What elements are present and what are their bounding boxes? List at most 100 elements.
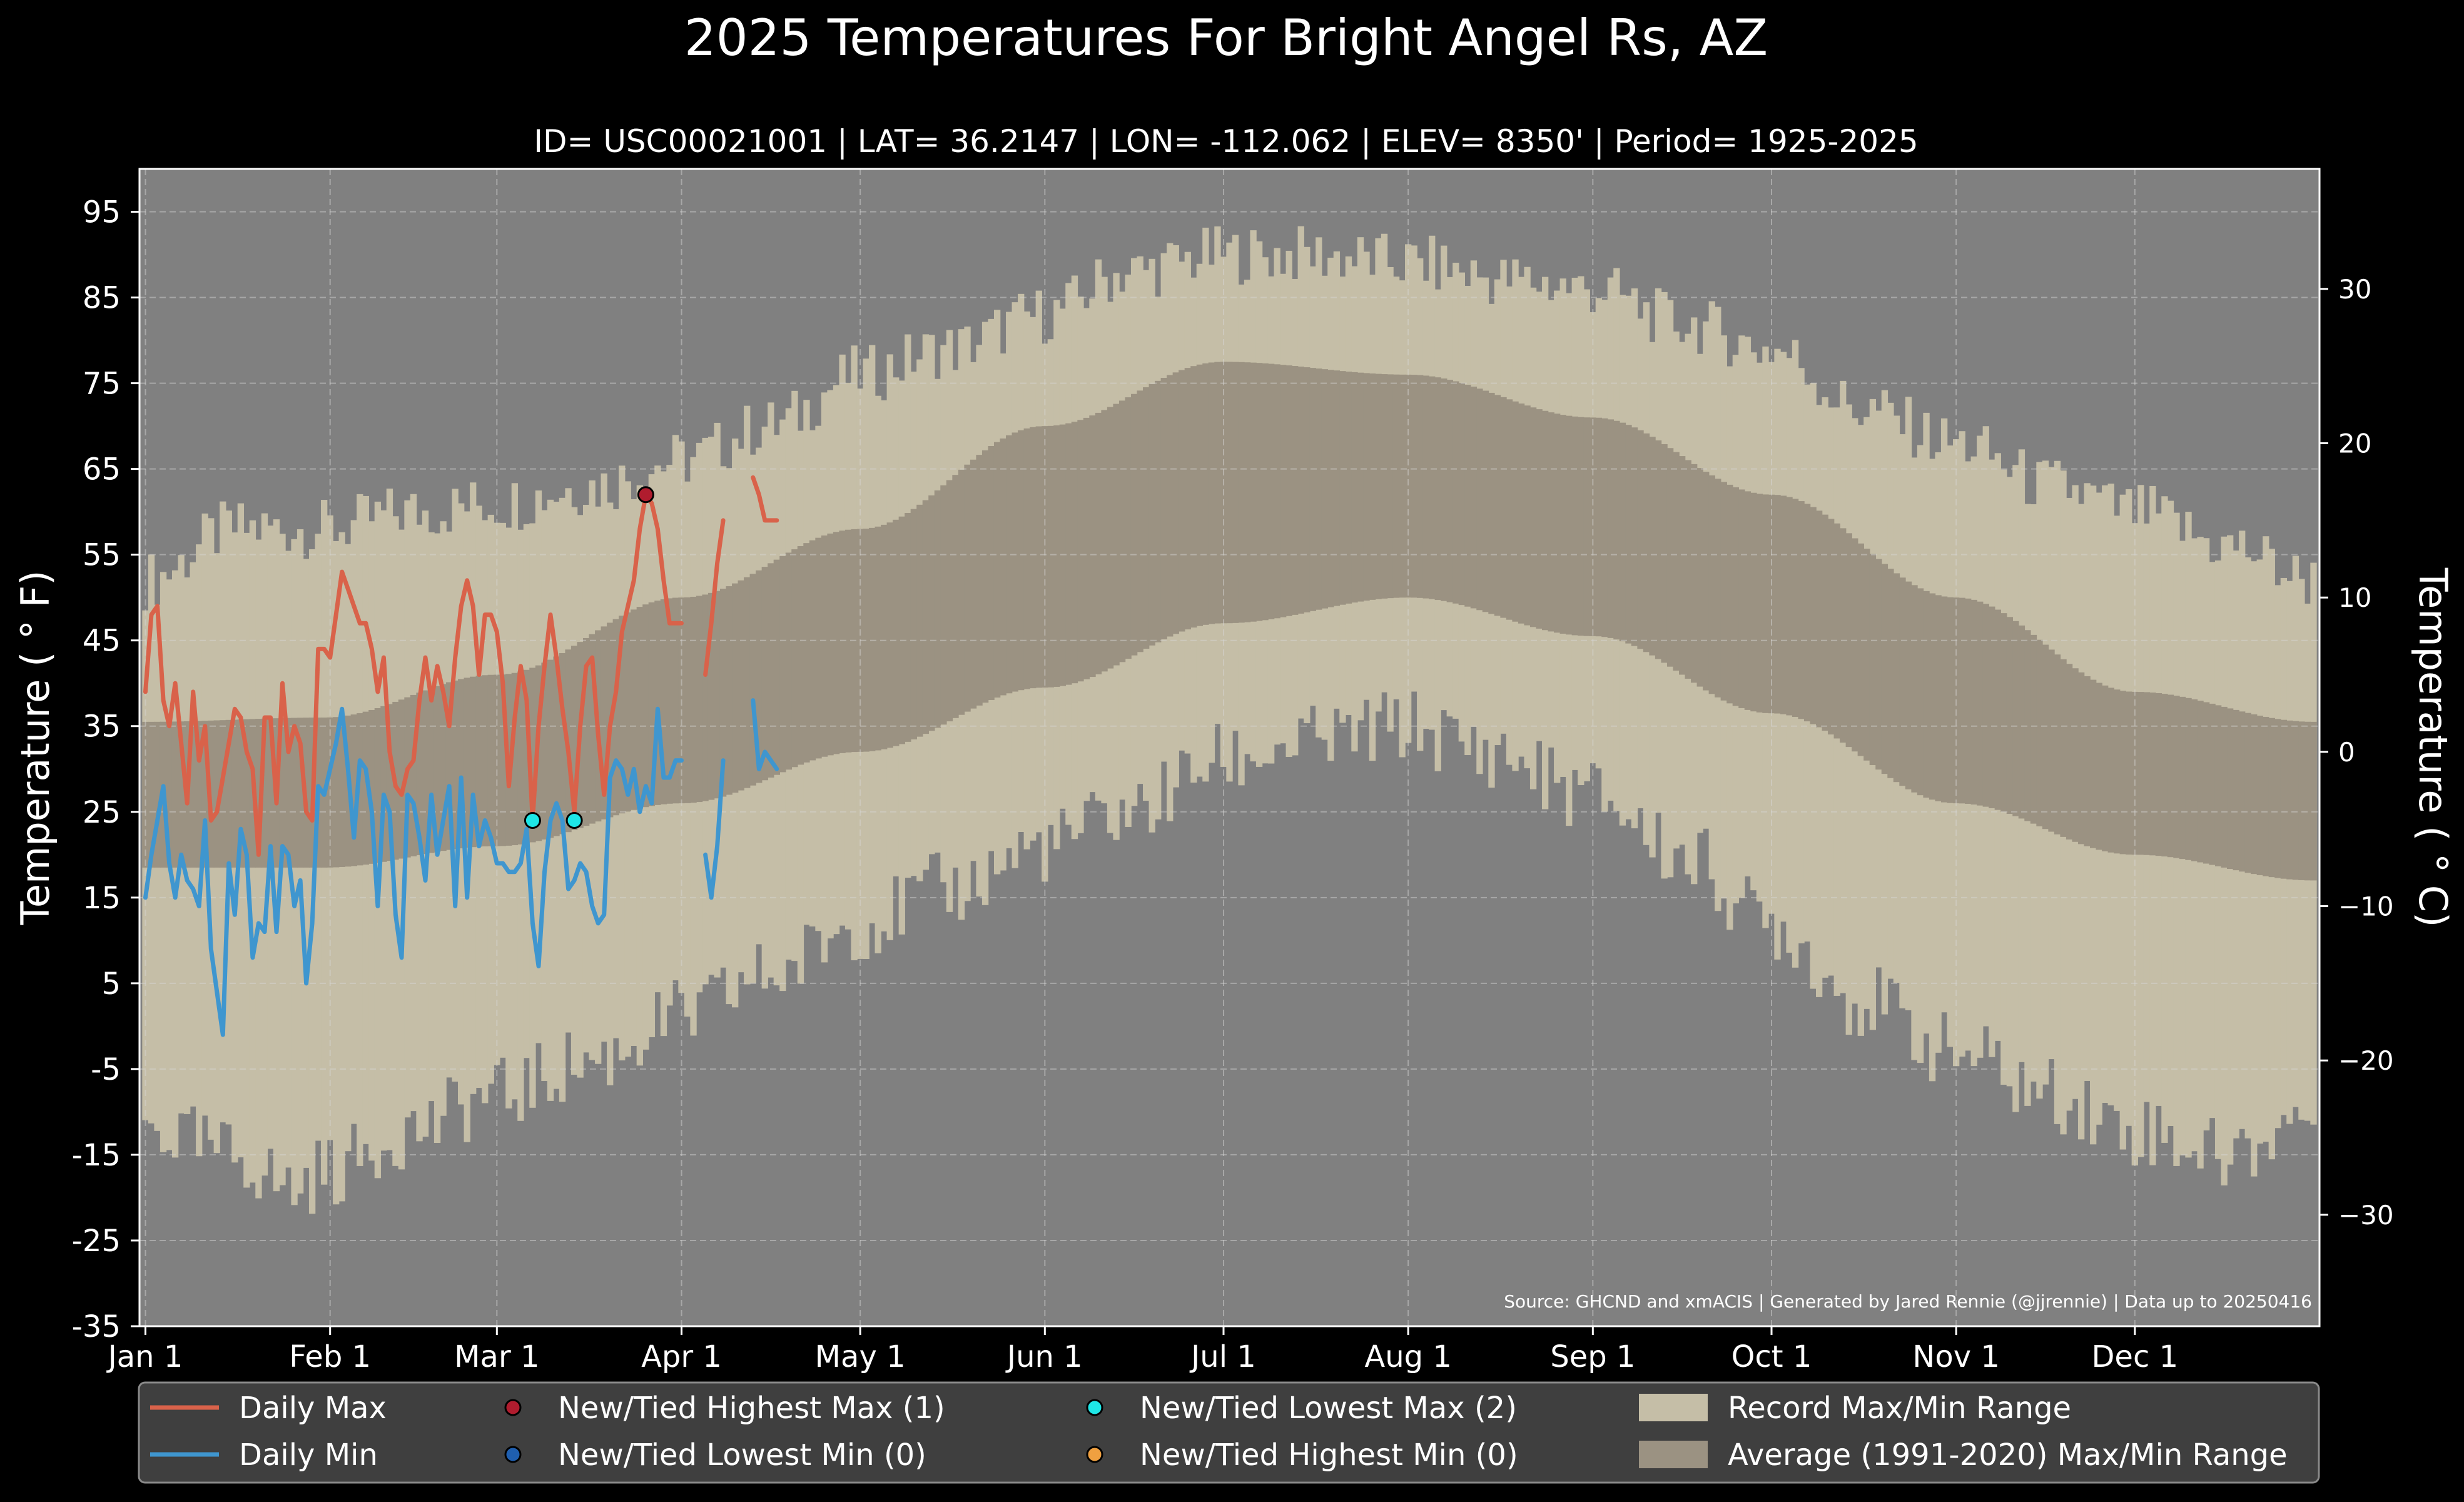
normal-range-bar [1786, 497, 1793, 716]
normal-range-bar [1035, 426, 1042, 688]
normal-range-bar [2161, 694, 2168, 857]
normal-range-bar [1113, 403, 1120, 666]
normal-range-bar [196, 721, 203, 868]
normal-range-bar [416, 693, 423, 855]
normal-range-bar [1148, 383, 1155, 646]
normal-range-bar [582, 637, 590, 826]
normal-range-bar [1666, 448, 1674, 667]
normal-range-bar [1047, 425, 1055, 688]
x-tick-label: Oct 1 [1731, 1339, 1812, 1374]
normal-range-bar [2167, 694, 2174, 858]
legend-label: New/Tied Lowest Min (0) [558, 1438, 926, 1473]
daily-max-line [143, 492, 684, 857]
normal-range-bar [1911, 585, 1918, 793]
normal-range-bar [1143, 387, 1150, 649]
normal-range-bar [1316, 368, 1322, 610]
y-tick-label: 75 [83, 367, 121, 402]
normal-range-bar [749, 574, 756, 786]
x-tick-label: Nov 1 [1912, 1339, 1999, 1374]
normal-range-bar [380, 706, 387, 862]
y-tick-label: -35 [72, 1309, 121, 1344]
normal-range-bar [1506, 399, 1513, 620]
normal-range-bar [553, 656, 560, 836]
normal-range-bar [1852, 538, 1858, 752]
normal-range-bar [815, 537, 822, 759]
normal-range-bar [220, 720, 226, 868]
normal-range-bar [154, 721, 161, 868]
normal-range-bar [1595, 417, 1603, 637]
normal-range-bar [1214, 362, 1221, 624]
normal-range-bar [714, 591, 721, 799]
normal-range-bar [744, 577, 751, 788]
normal-range-bar [672, 597, 679, 804]
normal-range-bar [1470, 387, 1478, 609]
normal-range-bar [1625, 425, 1632, 644]
legend-swatch-dot [504, 1399, 522, 1416]
normal-range-bar [2066, 664, 2073, 840]
y-tick-label: 55 [83, 538, 121, 573]
normal-range-bar [1726, 484, 1733, 704]
x-tick-label: May 1 [815, 1339, 906, 1374]
normal-range-bar [1887, 569, 1894, 778]
normal-range-bar [1953, 597, 1960, 804]
normal-range-bar [946, 480, 953, 722]
y-tick-label: -15 [72, 1138, 121, 1173]
normal-range-bar [1524, 405, 1531, 626]
normal-range-bar [231, 719, 238, 868]
normal-range-bar [1780, 495, 1787, 714]
normal-range-bar [452, 680, 459, 850]
normal-range-bar [541, 662, 548, 840]
normal-range-bar [1696, 468, 1703, 687]
normal-range-bar [2054, 654, 2061, 835]
normal-range-bar [1137, 390, 1143, 652]
y2-tick-label: 20 [2338, 429, 2371, 459]
normal-range-bar [2304, 721, 2311, 881]
normal-range-bar [1571, 416, 1578, 636]
normal-range-bar [1202, 363, 1209, 625]
normal-range-bar [1673, 452, 1680, 671]
normal-range-bar [279, 718, 286, 868]
normal-range-bar [660, 599, 667, 804]
normal-range-bar [2119, 691, 2126, 855]
normal-range-bar [2197, 701, 2204, 863]
normal-range-bar [261, 718, 268, 868]
normal-range-bar [1935, 595, 1942, 801]
legend-swatch-dot [504, 1446, 522, 1463]
legend-label: New/Tied Highest Max (1) [558, 1391, 945, 1426]
source-note: Source: GHCND and xmACIS | Generated by … [1504, 1291, 2312, 1312]
y-tick-label: 15 [83, 881, 121, 916]
normal-range-bar [1649, 437, 1656, 656]
normal-range-bar [1679, 456, 1686, 675]
normal-range-bar [702, 594, 709, 801]
normal-range-bar [2149, 693, 2156, 856]
normal-range-bar [803, 543, 810, 763]
normal-range-bar [886, 522, 893, 748]
normal-range-bar [1053, 425, 1060, 687]
normal-range-bar [785, 552, 793, 770]
normal-range-bar [1982, 604, 1989, 807]
y2-tick-label: 10 [2338, 582, 2371, 613]
normal-range-bar [1464, 385, 1471, 607]
normal-range-bar [1387, 374, 1394, 599]
normal-range-bar [1250, 362, 1257, 622]
normal-range-bar [433, 686, 441, 852]
normal-range-bar [142, 721, 149, 868]
normal-range-bar [1589, 417, 1596, 636]
normal-range-bar [178, 721, 185, 868]
normal-range-bar [357, 713, 363, 866]
normal-range-bar [1381, 374, 1388, 599]
normal-range-bar [1768, 494, 1775, 714]
normal-range-bar [993, 442, 1001, 698]
normal-range-bar [1059, 424, 1067, 686]
normal-range-bar [1453, 381, 1459, 604]
normal-range-bar [1875, 559, 1882, 770]
normal-range-bar [475, 676, 482, 847]
normal-range-bar [2185, 698, 2192, 860]
normal-range-bar [589, 634, 596, 824]
normal-range-bar [624, 612, 631, 812]
normal-range-bar [1429, 376, 1436, 599]
normal-range-bar [285, 718, 292, 868]
legend: Daily Max New/Tied Highest Max (1) New/Tie… [138, 1381, 2320, 1484]
normal-range-bar [2102, 685, 2109, 851]
normal-range-bar [333, 717, 340, 868]
